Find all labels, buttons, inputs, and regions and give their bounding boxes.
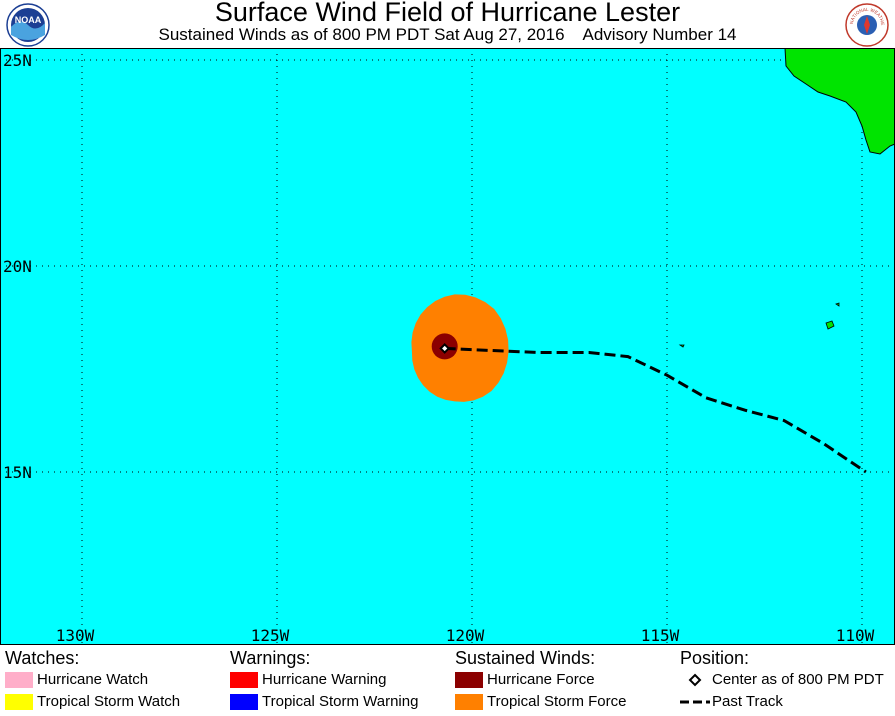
- legend-label: Center as of 800 PM PDT: [712, 671, 884, 688]
- wind-field: [411, 294, 509, 402]
- nws-logo-icon: NATIONAL WEATHER SERVICE: [843, 0, 889, 47]
- hurricane-force-swatch: [455, 672, 483, 688]
- map-header: NOAA Surface Wind Field of Hurricane Les…: [0, 0, 895, 48]
- legend-heading-position: Position:: [680, 648, 750, 668]
- legend-label: Past Track: [712, 693, 783, 710]
- lon-label: 125W: [251, 626, 290, 645]
- legend-label: Tropical Storm Watch: [37, 693, 181, 710]
- hurricane-warning-swatch: [230, 672, 258, 688]
- baja-california-land: [678, 48, 895, 348]
- dashed-line-icon: [680, 700, 710, 704]
- legend-heading-warnings: Warnings:: [230, 648, 311, 668]
- page-subtitle: Sustained Winds as of 800 PM PDT Sat Aug…: [158, 25, 737, 44]
- map-legend: Watches: Hurricane Watch Tropical Storm …: [0, 645, 895, 716]
- page-title: Surface Wind Field of Hurricane Lester: [214, 0, 681, 27]
- legend-label: Tropical Storm Warning: [262, 693, 419, 710]
- lat-label: 15N: [3, 463, 32, 482]
- legend-label: Hurricane Warning: [262, 671, 387, 688]
- tropical-storm-force-swatch: [455, 694, 483, 710]
- tropical-storm-force-wind-area: [411, 294, 509, 402]
- tropical-storm-watch-swatch: [5, 694, 33, 710]
- legend-heading-winds: Sustained Winds:: [455, 648, 596, 668]
- clarion-island: [678, 344, 685, 348]
- storm-center-marker: [439, 342, 451, 354]
- san-benedicto-island: [835, 302, 840, 307]
- noaa-logo-icon: NOAA: [6, 3, 50, 47]
- socorro-island: [825, 320, 835, 330]
- lon-label: 115W: [641, 626, 680, 645]
- lon-label: 120W: [446, 626, 485, 645]
- baja-peninsula: [784, 48, 895, 155]
- latitude-labels: 25N 20N 15N: [3, 51, 32, 482]
- hurricane-watch-swatch: [5, 672, 33, 688]
- tropical-storm-warning-swatch: [230, 694, 258, 710]
- center-diamond-icon: [688, 673, 702, 687]
- lon-label: 130W: [56, 626, 95, 645]
- legend-label: Tropical Storm Force: [487, 693, 627, 710]
- legend-heading-watches: Watches:: [5, 648, 80, 668]
- legend-label: Hurricane Force: [487, 671, 595, 688]
- longitude-labels: 130W 125W 120W 115W 110W: [56, 626, 875, 645]
- lat-label: 20N: [3, 257, 32, 276]
- noaa-logo-text: NOAA: [15, 15, 42, 25]
- storm-map: 25N 20N 15N 130W 125W 120W 115W 110W: [0, 48, 895, 645]
- past-track-line: [444, 346, 867, 474]
- legend-label: Hurricane Watch: [37, 671, 149, 688]
- lat-label: 25N: [3, 51, 32, 70]
- lon-label: 110W: [836, 626, 875, 645]
